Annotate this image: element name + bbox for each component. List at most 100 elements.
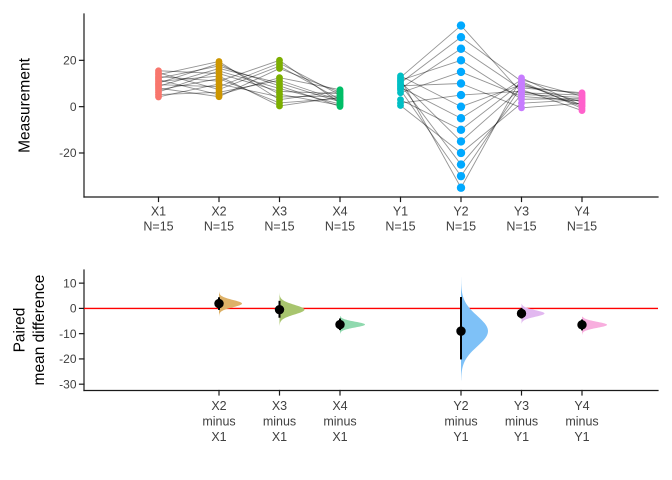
slope-line: [218, 62, 280, 88]
slope-line: [218, 70, 280, 90]
slope-line: [521, 98, 583, 100]
data-point-Y2: [456, 183, 466, 192]
slope-line: [279, 90, 341, 95]
group-label-Y2: Y2: [453, 205, 468, 219]
data-point-Y2: [456, 56, 466, 65]
slope-line: [279, 97, 341, 104]
slope-line: [279, 93, 341, 106]
comparison-label-X4-minus-X1-line3: X1: [332, 430, 347, 444]
data-point-Y3: [518, 99, 525, 107]
slope-line: [218, 67, 280, 84]
slope-line: [460, 71, 522, 97]
group-label-X2: X2: [211, 205, 226, 219]
y-axis-title-measurement: Measurement: [16, 57, 33, 152]
slope-line: [400, 99, 462, 131]
slope-line: [158, 84, 220, 88]
data-point-Y1: [397, 102, 404, 109]
mean-difference-dot-Y3-minus-Y1: [516, 308, 527, 319]
slope-line: [521, 84, 583, 103]
data-point-Y2: [456, 102, 466, 111]
slope-line: [279, 95, 341, 98]
comparison-label-Y2-minus-Y1-line3: Y1: [453, 430, 468, 444]
slope-line: [158, 63, 220, 84]
comparison-label-Y4-minus-Y1-line2: minus: [565, 415, 598, 429]
slope-line: [158, 70, 220, 93]
slope-line: [218, 59, 280, 82]
data-point-Y4: [578, 96, 586, 104]
slope-line: [460, 25, 522, 94]
data-point-X2: [215, 67, 223, 75]
mean-difference-dot-X2-minus-X1: [214, 298, 224, 309]
slope-line: [400, 48, 462, 89]
slope-line: [521, 92, 583, 96]
data-point-X3: [276, 65, 283, 72]
slope-line: [521, 90, 583, 105]
slope-line: [460, 83, 522, 109]
slope-line: [460, 59, 522, 100]
top-panel: 200-20X1N=15X2N=15X3N=15X4N=15Y1N=15Y2N=…: [59, 13, 659, 234]
slope-line: [218, 79, 280, 93]
group-n-label-Y1: N=15: [385, 220, 415, 234]
slope-line: [218, 68, 280, 98]
comparison-label-Y2-minus-Y1-line2: minus: [444, 415, 477, 429]
slope-line: [521, 102, 583, 109]
slope-line: [279, 90, 341, 101]
data-point-Y2: [456, 21, 466, 30]
slope-line: [460, 87, 522, 142]
slope-line: [158, 87, 220, 98]
y-tick-label: -20: [59, 352, 77, 366]
slope-line: [400, 83, 462, 87]
slope-line: [158, 70, 220, 74]
slope-line: [279, 82, 341, 103]
y-tick-label: 10: [63, 276, 77, 290]
slope-line: [158, 83, 220, 98]
slope-line: [400, 81, 462, 142]
slope-line: [158, 91, 220, 96]
data-point-Y2: [456, 67, 466, 77]
comparison-label-X3-minus-X1-line1: X3: [272, 399, 287, 413]
slope-line: [218, 61, 280, 101]
group-label-Y3: Y3: [514, 205, 529, 219]
mean-difference-dot-X4-minus-X1: [335, 319, 345, 330]
data-point-Y2: [456, 90, 466, 100]
data-point-Y3: [518, 87, 525, 95]
slope-line: [460, 94, 522, 165]
comparison-label-X2-minus-X1-line1: X2: [211, 399, 226, 413]
slope-line: [218, 63, 280, 95]
slope-line: [460, 90, 522, 96]
slope-line: [521, 89, 583, 112]
bootstrap-violin-Y4-minus-Y1: [582, 316, 607, 335]
comparison-label-Y4-minus-Y1-line1: Y4: [574, 399, 589, 413]
slope-line: [400, 94, 462, 104]
slope-line: [521, 96, 583, 102]
bootstrap-violin-X3-minus-X1: [279, 292, 305, 326]
slope-line: [400, 59, 462, 81]
y-tick-label: 0: [70, 302, 77, 316]
slope-line: [521, 93, 583, 98]
comparison-label-X3-minus-X1-line3: X1: [272, 430, 287, 444]
slope-line: [400, 84, 462, 165]
slope-line: [279, 62, 341, 96]
slope-line: [279, 59, 341, 104]
data-point-Y3: [518, 79, 525, 87]
data-point-X3: [276, 59, 283, 67]
comparison-label-X2-minus-X1-line2: minus: [202, 415, 235, 429]
bootstrap-violin-X4-minus-X1: [340, 315, 365, 334]
slope-line: [279, 65, 341, 100]
data-point-Y2: [456, 32, 466, 42]
slope-line: [158, 79, 220, 96]
slope-line: [400, 89, 462, 177]
data-point-Y2: [456, 171, 466, 181]
y-axis-title-paired-line2: mean difference: [31, 275, 48, 386]
slope-line: [400, 78, 462, 188]
comparison-label-Y4-minus-Y1-line3: Y1: [574, 430, 589, 444]
group-n-label-Y3: N=15: [506, 220, 536, 234]
slope-line: [279, 88, 341, 105]
comparison-label-Y2-minus-Y1-line1: Y2: [453, 399, 468, 413]
comparison-label-X2-minus-X1-line3: X1: [211, 430, 226, 444]
group-label-Y1: Y1: [393, 205, 408, 219]
group-n-label-Y2: N=15: [446, 220, 476, 234]
comparison-label-X3-minus-X1-line2: minus: [263, 415, 296, 429]
slope-line: [279, 77, 341, 91]
